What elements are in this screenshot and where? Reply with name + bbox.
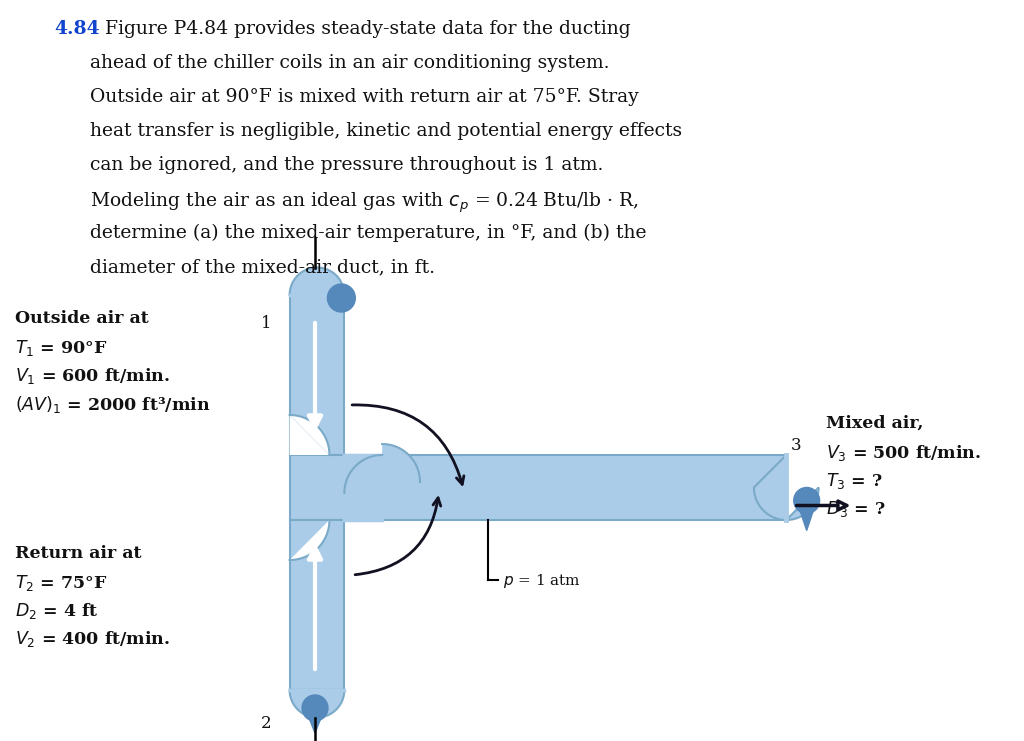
Text: diameter of the mixed-air duct, in ft.: diameter of the mixed-air duct, in ft.: [89, 258, 434, 276]
Bar: [290, 295, 344, 455]
Polygon shape: [307, 713, 323, 733]
Text: $(AV)_1$ = 2000 ft³/min: $(AV)_1$ = 2000 ft³/min: [15, 394, 210, 415]
Text: $p$ = 1 atm: $p$ = 1 atm: [503, 572, 581, 590]
Polygon shape: [290, 520, 330, 560]
Text: $V_3$ = 500 ft/min.: $V_3$ = 500 ft/min.: [826, 443, 981, 463]
Text: Modeling the air as an ideal gas with $c_p$ = 0.24 Btu/lb · R,: Modeling the air as an ideal gas with $c…: [89, 190, 638, 214]
Polygon shape: [799, 507, 815, 531]
Text: Return air at: Return air at: [15, 545, 141, 562]
Polygon shape: [344, 444, 420, 520]
Circle shape: [794, 488, 819, 514]
Text: heat transfer is negligible, kinetic and potential energy effects: heat transfer is negligible, kinetic and…: [89, 122, 682, 140]
Text: Figure P4.84 provides steady-state data for the ducting: Figure P4.84 provides steady-state data …: [104, 20, 630, 38]
Text: 4.84: 4.84: [54, 20, 100, 38]
Circle shape: [328, 284, 355, 312]
Text: 1: 1: [261, 315, 271, 332]
Polygon shape: [754, 455, 818, 520]
Polygon shape: [290, 415, 330, 455]
Polygon shape: [290, 268, 344, 295]
Bar: [290, 520, 344, 690]
Circle shape: [302, 695, 328, 721]
Text: 3: 3: [792, 437, 802, 454]
Text: determine (a) the mixed-air temperature, in °F, and (b) the: determine (a) the mixed-air temperature,…: [89, 224, 646, 242]
Text: $T_3$ = ?: $T_3$ = ?: [826, 471, 883, 491]
Text: $V_1$ = 600 ft/min.: $V_1$ = 600 ft/min.: [15, 366, 170, 386]
Text: $T_1$ = 90°F: $T_1$ = 90°F: [15, 338, 108, 358]
Polygon shape: [344, 455, 382, 493]
Text: Outside air at: Outside air at: [15, 310, 148, 327]
Text: Outside air at 90°F is mixed with return air at 75°F. Stray: Outside air at 90°F is mixed with return…: [89, 88, 638, 106]
Text: 2: 2: [261, 715, 271, 732]
Text: $T_2$ = 75°F: $T_2$ = 75°F: [15, 573, 108, 593]
Text: $D_2$ = 4 ft: $D_2$ = 4 ft: [15, 601, 98, 621]
Text: $D_3$ = ?: $D_3$ = ?: [826, 499, 886, 519]
Text: can be ignored, and the pressure throughout is 1 atm.: can be ignored, and the pressure through…: [89, 156, 603, 174]
Bar: [290, 455, 786, 520]
Text: ahead of the chiller coils in an air conditioning system.: ahead of the chiller coils in an air con…: [89, 54, 609, 72]
Text: Mixed air,: Mixed air,: [826, 415, 924, 432]
Polygon shape: [290, 690, 344, 717]
Text: $V_2$ = 400 ft/min.: $V_2$ = 400 ft/min.: [15, 629, 170, 649]
